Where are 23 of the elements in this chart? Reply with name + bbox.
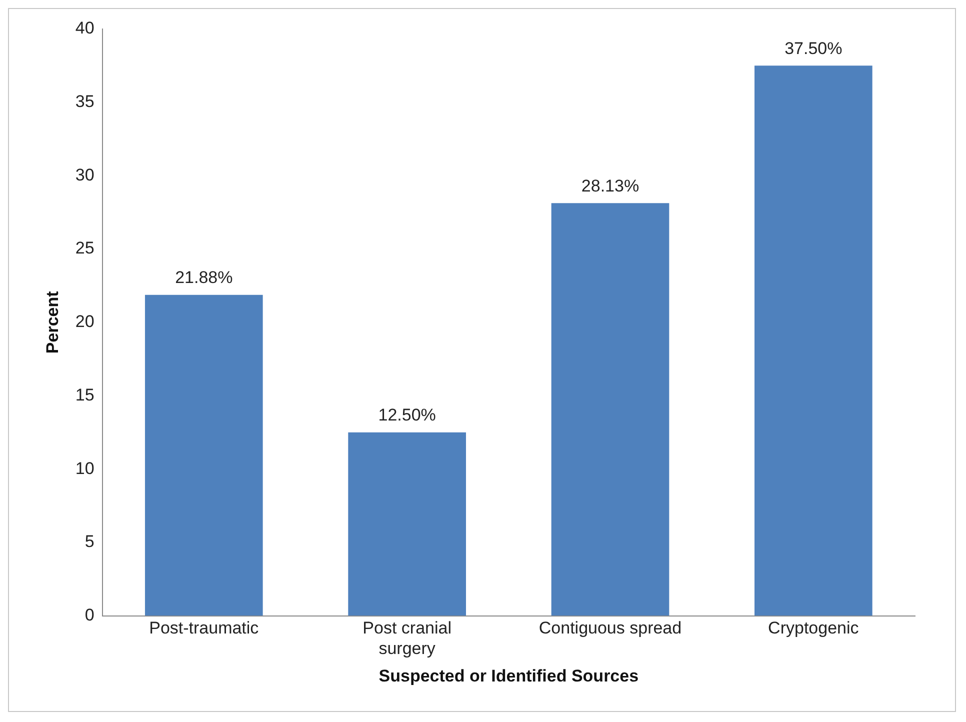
x-tick-label: Cryptogenic bbox=[768, 618, 860, 638]
bar bbox=[348, 432, 466, 616]
x-tick-label: Contiguous spread bbox=[538, 618, 682, 638]
bar bbox=[551, 203, 670, 616]
x-axis-title: Suspected or Identified Sources bbox=[378, 666, 639, 686]
y-tick-label: 10 bbox=[75, 458, 94, 478]
data-label: 37.50% bbox=[784, 38, 842, 58]
y-tick-label: 5 bbox=[84, 532, 94, 552]
x-tick-label: Post cranial surgery bbox=[362, 618, 452, 658]
data-label: 28.13% bbox=[581, 176, 640, 196]
y-tick-label: 0 bbox=[84, 605, 94, 624]
data-label: 12.50% bbox=[378, 406, 436, 425]
bar bbox=[754, 66, 872, 616]
data-label: 21.88% bbox=[175, 268, 233, 288]
y-tick-label: 40 bbox=[75, 18, 94, 38]
y-tick-label: 20 bbox=[75, 312, 94, 332]
x-tick-label: Post-traumatic bbox=[149, 618, 260, 638]
y-tick-label: 25 bbox=[75, 238, 94, 258]
y-tick-label: 15 bbox=[75, 385, 94, 404]
bar bbox=[144, 294, 263, 616]
y-tick-label: 35 bbox=[75, 92, 94, 112]
y-axis-title: Percent bbox=[42, 290, 62, 354]
y-tick-label: 30 bbox=[75, 165, 94, 184]
